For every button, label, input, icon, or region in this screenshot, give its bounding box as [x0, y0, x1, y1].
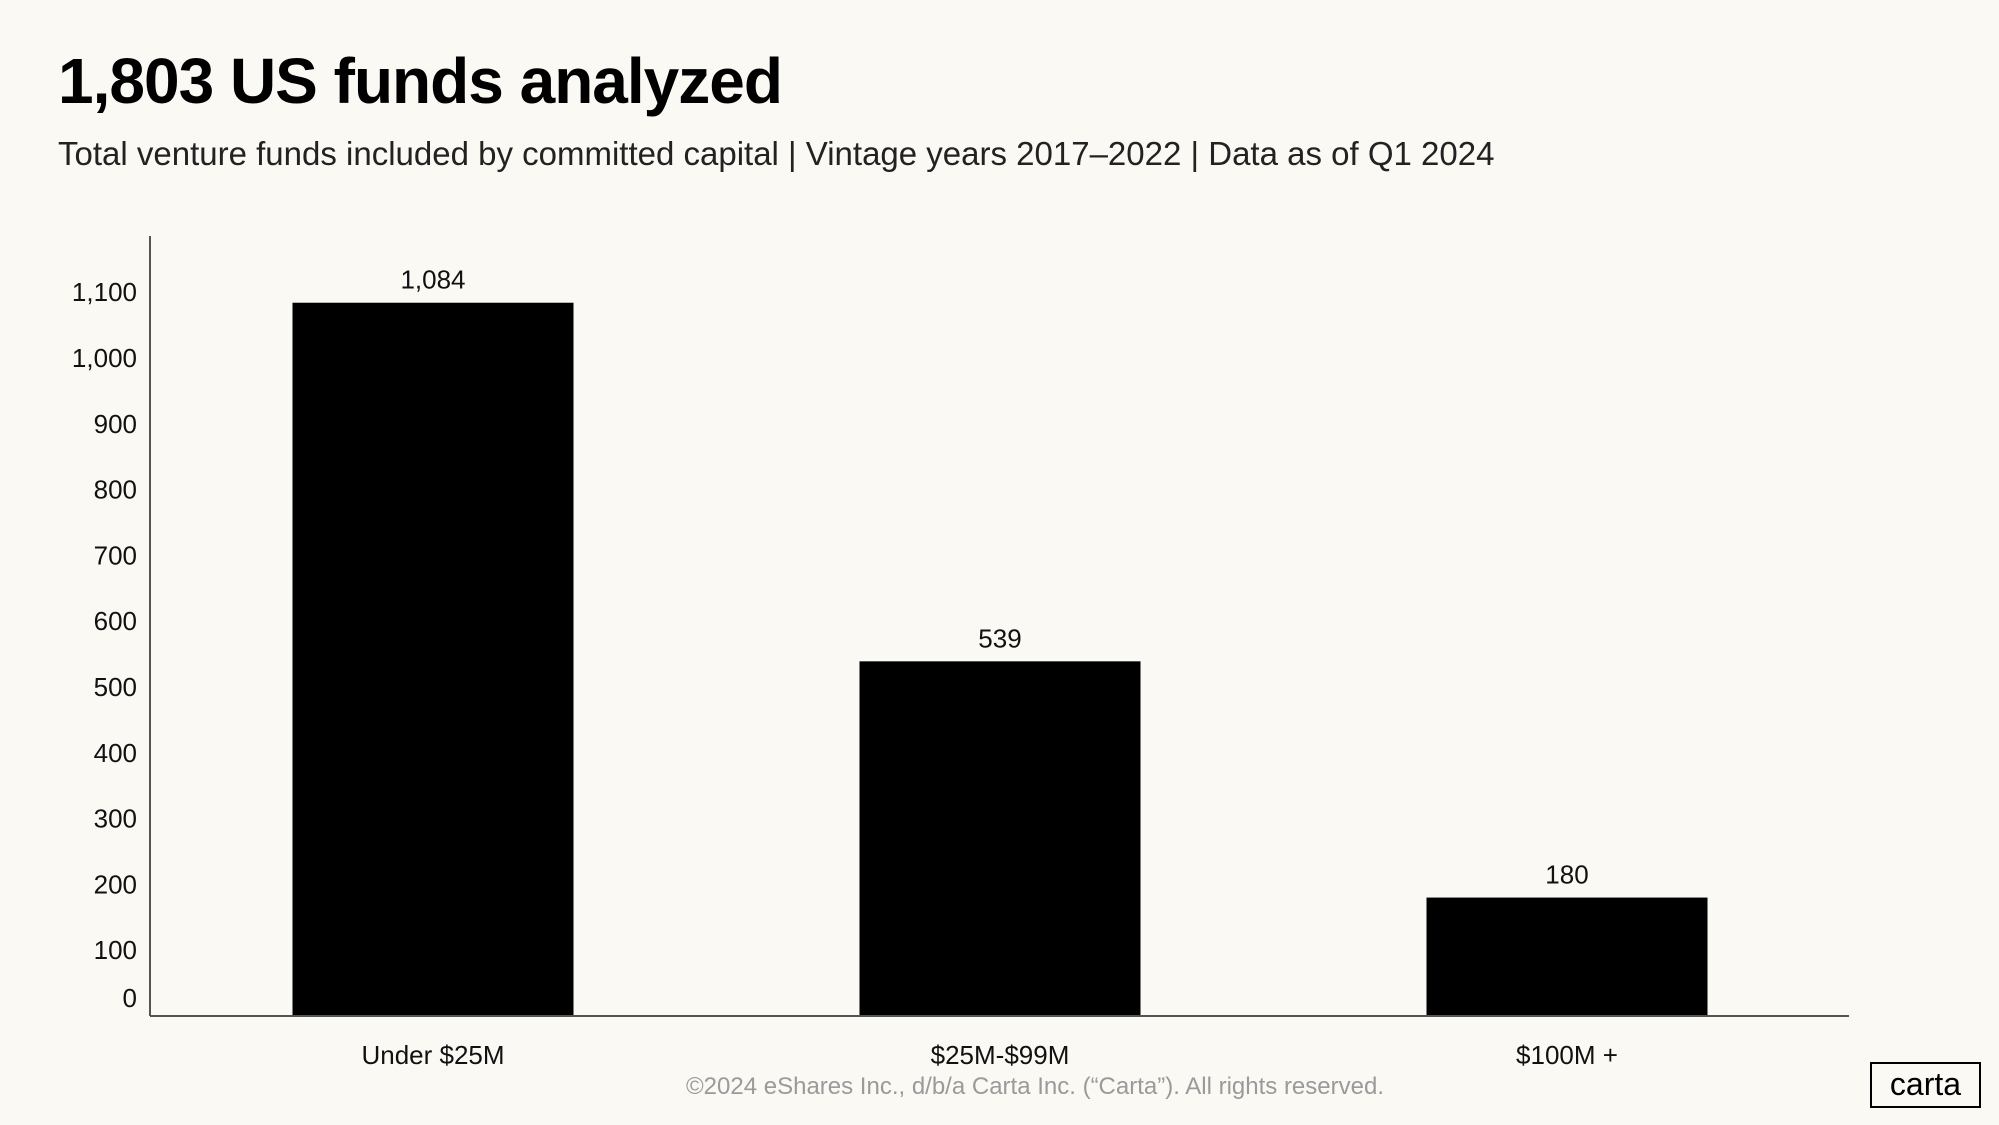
data-label: 180 — [1545, 860, 1588, 890]
page-title: 1,803 US funds analyzed — [58, 45, 783, 117]
data-label: 1,084 — [400, 265, 465, 295]
y-tick-label: 1,100 — [72, 277, 137, 307]
carta-logo: carta — [1870, 1062, 1981, 1108]
y-tick-label: 800 — [94, 475, 137, 505]
y-tick-label: 600 — [94, 606, 137, 636]
y-tick-label: 400 — [94, 738, 137, 768]
x-tick-label: $25M-$99M — [931, 1040, 1070, 1070]
page-subtitle: Total venture funds included by committe… — [58, 135, 1495, 172]
x-tick-label: $100M + — [1516, 1040, 1618, 1070]
copyright-footer: ©2024 eShares Inc., d/b/a Carta Inc. (“C… — [686, 1073, 1384, 1100]
data-label: 539 — [978, 623, 1021, 653]
y-tick-label: 100 — [94, 935, 137, 965]
bar — [1426, 897, 1708, 1016]
y-tick-label: 1,000 — [72, 343, 137, 373]
y-tick-label: 700 — [94, 540, 137, 570]
y-tick-label: 900 — [94, 409, 137, 439]
y-tick-label: 0 — [123, 983, 137, 1013]
bar — [859, 661, 1141, 1016]
y-tick-label: 500 — [94, 672, 137, 702]
x-tick-label: Under $25M — [361, 1040, 504, 1070]
y-tick-label: 300 — [94, 804, 137, 834]
y-tick-label: 200 — [94, 869, 137, 899]
bar — [292, 302, 574, 1016]
